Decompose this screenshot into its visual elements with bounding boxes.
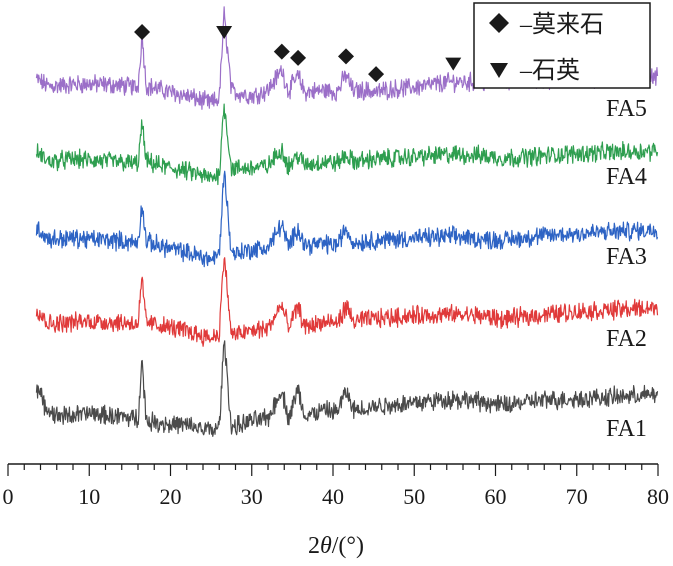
x-tick-label: 80 (647, 484, 669, 509)
x-tick-label: 0 (3, 484, 14, 509)
mullite-peak-marker (134, 24, 151, 40)
mullite-peak-marker (338, 48, 354, 65)
legend: –莫来石 –石英 (473, 2, 651, 89)
x-axis-title: 2θ/(°) (308, 533, 364, 559)
legend-diamond-icon (489, 13, 509, 33)
mullite-peak-marker (290, 49, 307, 66)
mullite-peak-marker (368, 66, 385, 83)
series-line-fa3 (35, 170, 659, 268)
x-tick-label: 70 (566, 484, 588, 509)
legend-triangle-icon (490, 63, 508, 78)
peak-marker-layer (134, 24, 517, 83)
series-label-fa5: FA5 (606, 96, 647, 122)
series-label-fa4: FA4 (606, 164, 647, 190)
legend-label-quartz: –石英 (519, 57, 580, 84)
series-line-fa2 (35, 257, 659, 347)
series-line-fa1 (35, 340, 659, 437)
series-label-fa2: FA2 (606, 326, 647, 352)
legend-box (473, 2, 651, 89)
x-tick-label: 50 (403, 484, 425, 509)
series-layer: FA5 FA4 FA3 FA2 FA1 (35, 6, 659, 442)
x-tick-label: 30 (241, 484, 263, 509)
series-label-fa1: FA1 (606, 416, 647, 442)
x-tick-label: 10 (78, 484, 100, 509)
series-label-fa3: FA3 (606, 244, 647, 270)
mullite-peak-marker (273, 43, 290, 60)
legend-label-mullite: –莫来石 (519, 11, 604, 38)
x-tick-label: 60 (485, 484, 507, 509)
x-tick-label: 20 (160, 484, 182, 509)
series-line-fa4 (35, 103, 659, 186)
quartz-peak-marker (445, 57, 462, 71)
x-axis: 0 10 20 30 40 50 60 70 80 (3, 463, 669, 509)
quartz-peak-marker (216, 26, 233, 39)
x-tick-label: 40 (322, 484, 344, 509)
